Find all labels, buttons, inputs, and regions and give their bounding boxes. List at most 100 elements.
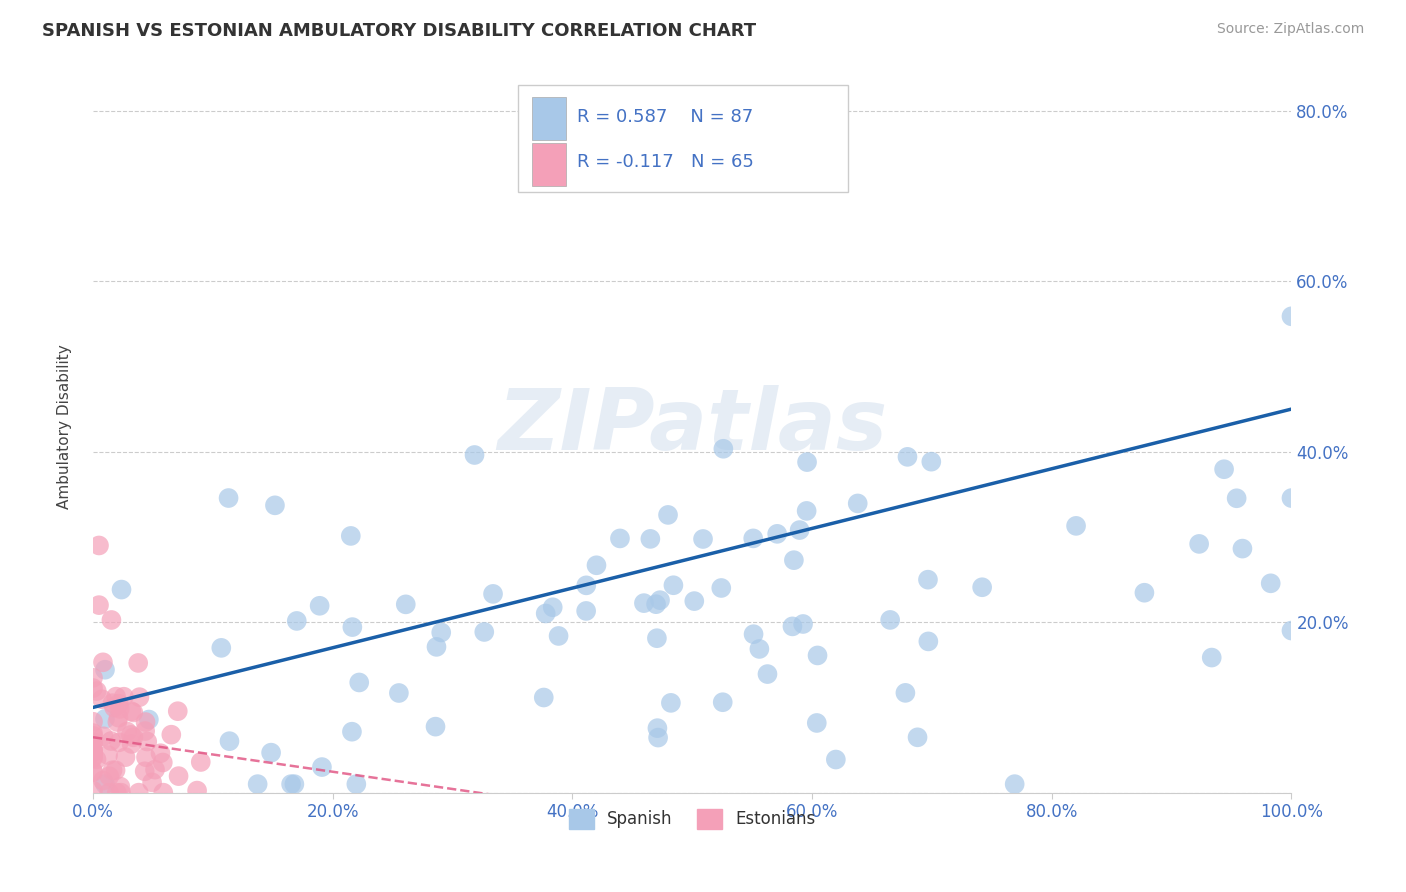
Point — [645, 631, 668, 645]
Point — [122, 731, 145, 745]
Point — [846, 496, 869, 510]
Point — [894, 686, 917, 700]
Point — [647, 721, 669, 735]
Point — [82, 745, 104, 759]
Point — [86, 684, 108, 698]
Point — [896, 450, 918, 464]
Point — [342, 620, 364, 634]
Point — [152, 786, 174, 800]
Point — [82, 681, 104, 695]
Point — [82, 765, 104, 780]
Point — [1133, 585, 1156, 599]
Point — [107, 711, 129, 725]
Point — [430, 625, 453, 640]
Point — [260, 746, 283, 760]
Point — [308, 599, 330, 613]
Text: Source: ZipAtlas.com: Source: ZipAtlas.com — [1216, 22, 1364, 37]
Point — [98, 769, 121, 783]
Point — [103, 700, 125, 714]
Point — [108, 702, 131, 716]
Point — [134, 724, 156, 739]
Point — [94, 712, 117, 726]
Point — [585, 558, 607, 573]
Point — [87, 539, 110, 553]
Point — [82, 783, 104, 797]
Text: SPANISH VS ESTONIAN AMBULATORY DISABILITY CORRELATION CHART: SPANISH VS ESTONIAN AMBULATORY DISABILIT… — [42, 22, 756, 40]
Point — [824, 752, 846, 766]
Text: R = -0.117   N = 65: R = -0.117 N = 65 — [578, 153, 754, 171]
Point — [782, 619, 804, 633]
Point — [425, 720, 447, 734]
Point — [100, 613, 122, 627]
Point — [97, 747, 120, 762]
Point — [659, 696, 682, 710]
Point — [344, 777, 367, 791]
Point — [1281, 624, 1303, 638]
Point — [645, 597, 668, 611]
Point — [91, 773, 114, 788]
Y-axis label: Ambulatory Disability: Ambulatory Disability — [58, 343, 72, 508]
Point — [166, 704, 188, 718]
Point — [533, 690, 555, 705]
Point — [388, 686, 411, 700]
Point — [134, 764, 156, 779]
Point — [311, 760, 333, 774]
Point — [1226, 491, 1249, 506]
Point — [105, 786, 128, 800]
Point — [879, 613, 901, 627]
Point — [160, 728, 183, 742]
FancyBboxPatch shape — [519, 86, 848, 192]
Point — [91, 656, 114, 670]
FancyBboxPatch shape — [531, 143, 567, 186]
Point — [692, 532, 714, 546]
Point — [347, 675, 370, 690]
Point — [108, 735, 131, 749]
Point — [711, 442, 734, 456]
Point — [472, 624, 495, 639]
Point — [657, 508, 679, 522]
Point — [120, 704, 142, 718]
Point — [1281, 491, 1303, 505]
Point — [246, 777, 269, 791]
Point — [547, 629, 569, 643]
Point — [796, 455, 818, 469]
Point — [82, 764, 104, 779]
Point — [783, 553, 806, 567]
Point — [120, 728, 142, 742]
Point — [101, 763, 124, 777]
Point — [82, 714, 104, 729]
Point — [218, 491, 240, 505]
Point — [340, 529, 363, 543]
Point — [100, 734, 122, 748]
Point — [640, 532, 662, 546]
Point — [280, 777, 302, 791]
Point — [647, 731, 669, 745]
Point — [110, 780, 132, 794]
Point — [1188, 537, 1211, 551]
Point — [340, 724, 363, 739]
Point — [114, 750, 136, 764]
Point — [110, 786, 132, 800]
Point — [710, 581, 733, 595]
Point — [917, 573, 939, 587]
Point — [152, 756, 174, 770]
Point — [917, 634, 939, 648]
Point — [110, 582, 132, 597]
Point — [218, 734, 240, 748]
Point — [93, 729, 115, 743]
Point — [425, 640, 447, 654]
Point — [648, 593, 671, 607]
Point — [1201, 650, 1223, 665]
Point — [115, 724, 138, 739]
Point — [105, 690, 128, 704]
Point — [209, 640, 232, 655]
Point — [138, 713, 160, 727]
Point — [1281, 310, 1303, 324]
Point — [107, 697, 129, 711]
Point — [482, 587, 505, 601]
Point — [135, 750, 157, 764]
Point — [575, 604, 598, 618]
Point — [94, 663, 117, 677]
Point — [683, 594, 706, 608]
Point — [711, 695, 734, 709]
